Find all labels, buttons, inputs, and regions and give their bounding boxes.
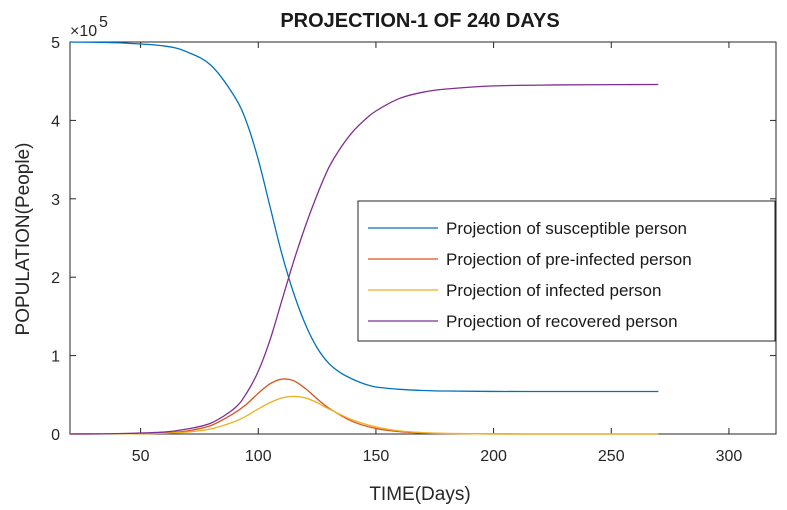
plot-area: [69, 41, 777, 435]
legend-label: Projection of susceptible person: [446, 219, 687, 238]
legend-label: Projection of pre-infected person: [446, 250, 692, 269]
y-tick-label: 1: [51, 349, 60, 366]
x-axis-label: TIME(Days): [369, 484, 470, 505]
series-lines: [69, 41, 659, 435]
x-tick-label: 50: [132, 448, 150, 465]
y-tick-label: 4: [51, 113, 60, 130]
y-axis-label: POPULATION(People): [13, 143, 34, 336]
legend-box: [357, 200, 776, 342]
y-tick-label: 3: [51, 192, 60, 209]
series-line-3: [69, 83, 659, 435]
x-tick-label: 300: [716, 448, 743, 465]
y-tick-label: 2: [51, 270, 60, 287]
x-tick-label: 150: [363, 448, 390, 465]
y-tick-label: 5: [51, 35, 60, 52]
series-line-2: [69, 395, 659, 435]
axes-frame: [69, 41, 777, 435]
y-exponent-label: ×10 5: [70, 14, 108, 40]
legend-label: Projection of infected person: [446, 281, 661, 300]
chart-title: PROJECTION-1 OF 240 DAYS: [280, 10, 559, 32]
x-tick-label: 100: [245, 448, 272, 465]
series-line-0: [69, 41, 659, 393]
legend-label: Projection of recovered person: [446, 312, 678, 331]
x-axis: 50 100 150 200 250 300: [132, 42, 743, 465]
x-tick-label: 250: [598, 448, 625, 465]
y-exponent: 5: [99, 14, 108, 31]
x-tick-label: 200: [480, 448, 507, 465]
y-multiplier: ×10: [70, 23, 97, 40]
y-tick-label: 0: [51, 427, 60, 444]
series-line-1: [69, 378, 659, 435]
legend: Projection of susceptible person Projecti…: [357, 200, 776, 342]
